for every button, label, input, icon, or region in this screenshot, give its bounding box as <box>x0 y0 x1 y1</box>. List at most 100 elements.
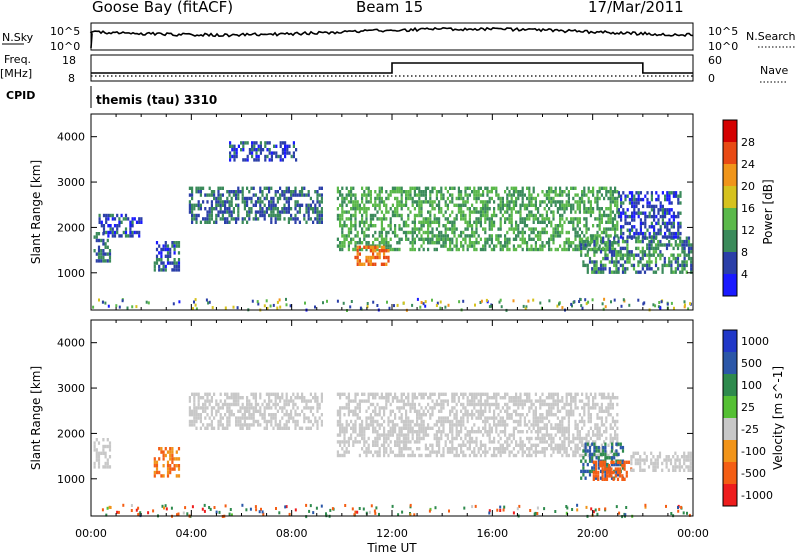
data-cell <box>611 426 614 430</box>
data-cell <box>173 247 176 252</box>
data-cell <box>131 224 134 228</box>
data-cell <box>303 413 306 417</box>
data-cell <box>385 237 388 241</box>
data-cell <box>347 406 350 410</box>
data-cell <box>596 193 599 197</box>
data-cell <box>246 196 249 201</box>
data-cell <box>616 210 619 214</box>
data-cell <box>442 193 445 197</box>
data-cell <box>605 396 608 400</box>
data-cell <box>614 396 617 400</box>
data-cell <box>433 392 436 396</box>
data-cell <box>228 419 231 424</box>
data-cell <box>515 237 518 241</box>
data-cell <box>243 409 246 413</box>
data-cell <box>206 217 209 221</box>
data-cell <box>345 224 348 228</box>
data-cell <box>526 224 529 228</box>
data-cell <box>576 433 579 437</box>
data-cell <box>339 430 342 434</box>
data-cell <box>173 467 176 471</box>
data-cell <box>633 197 636 202</box>
data-cell <box>409 430 412 434</box>
data-cell <box>653 211 656 215</box>
data-cell <box>394 227 397 231</box>
data-cell <box>574 453 577 458</box>
data-cell <box>597 462 600 467</box>
data-cell <box>592 470 595 475</box>
data-cell <box>361 392 364 396</box>
data-cell <box>583 207 586 211</box>
data-cell <box>138 220 141 224</box>
data-cell <box>448 509 450 513</box>
data-cell <box>468 241 471 245</box>
data-cell <box>438 203 441 207</box>
data-cell <box>532 217 535 221</box>
data-cell <box>654 458 657 462</box>
data-cell <box>389 217 392 221</box>
data-cell <box>676 263 680 268</box>
data-cell <box>561 190 564 194</box>
data-cell <box>385 262 388 266</box>
data-cell <box>488 430 491 434</box>
data-cell <box>374 200 377 204</box>
data-cell <box>515 210 518 214</box>
data-cell <box>517 244 520 248</box>
data-cell <box>582 243 585 247</box>
data-cell <box>369 193 372 197</box>
data-cell <box>396 247 399 252</box>
data-cell <box>228 409 231 413</box>
data-cell <box>473 430 476 434</box>
data-cell <box>565 426 568 430</box>
data-cell <box>455 196 458 201</box>
data-cell <box>372 234 375 238</box>
data-cell <box>155 470 159 475</box>
data-cell <box>358 402 361 407</box>
data-cell <box>347 423 350 427</box>
data-cell <box>418 230 421 235</box>
data-cell <box>617 239 620 244</box>
data-cell <box>284 154 287 159</box>
data-cell <box>402 406 405 410</box>
data-cell <box>438 426 441 430</box>
data-cell <box>287 402 290 407</box>
data-cell <box>241 503 244 507</box>
data-cell <box>374 450 377 454</box>
data-cell <box>162 268 165 272</box>
data-cell <box>650 194 653 198</box>
data-cell <box>647 465 651 469</box>
data-cell <box>532 413 535 417</box>
data-cell <box>224 402 227 407</box>
data-cell <box>199 190 202 194</box>
data-cell <box>246 409 249 413</box>
data-cell <box>670 253 673 257</box>
data-cell <box>657 208 660 212</box>
data-cell <box>621 236 625 240</box>
data-cell <box>610 460 613 464</box>
data-cell <box>670 214 673 219</box>
data-cell <box>191 193 194 197</box>
data-cell <box>525 305 528 309</box>
data-cell <box>500 305 503 309</box>
data-cell <box>243 413 246 417</box>
data-cell <box>681 263 684 268</box>
data-cell <box>559 224 562 228</box>
data-cell <box>422 423 425 427</box>
data-cell <box>380 237 383 241</box>
data-cell <box>265 186 268 190</box>
data-cell <box>102 242 105 246</box>
data-cell <box>383 443 386 447</box>
data-cell <box>356 259 359 263</box>
data-cell <box>460 210 463 214</box>
data-cell <box>235 203 238 207</box>
data-cell <box>497 406 500 410</box>
data-cell <box>650 235 653 239</box>
data-cell <box>583 436 586 441</box>
data-cell <box>515 413 518 417</box>
data-cell <box>162 261 165 265</box>
data-cell <box>659 204 662 209</box>
data-cell <box>570 413 573 417</box>
data-cell <box>98 298 100 302</box>
data-cell <box>111 213 114 218</box>
data-cell <box>484 453 487 458</box>
